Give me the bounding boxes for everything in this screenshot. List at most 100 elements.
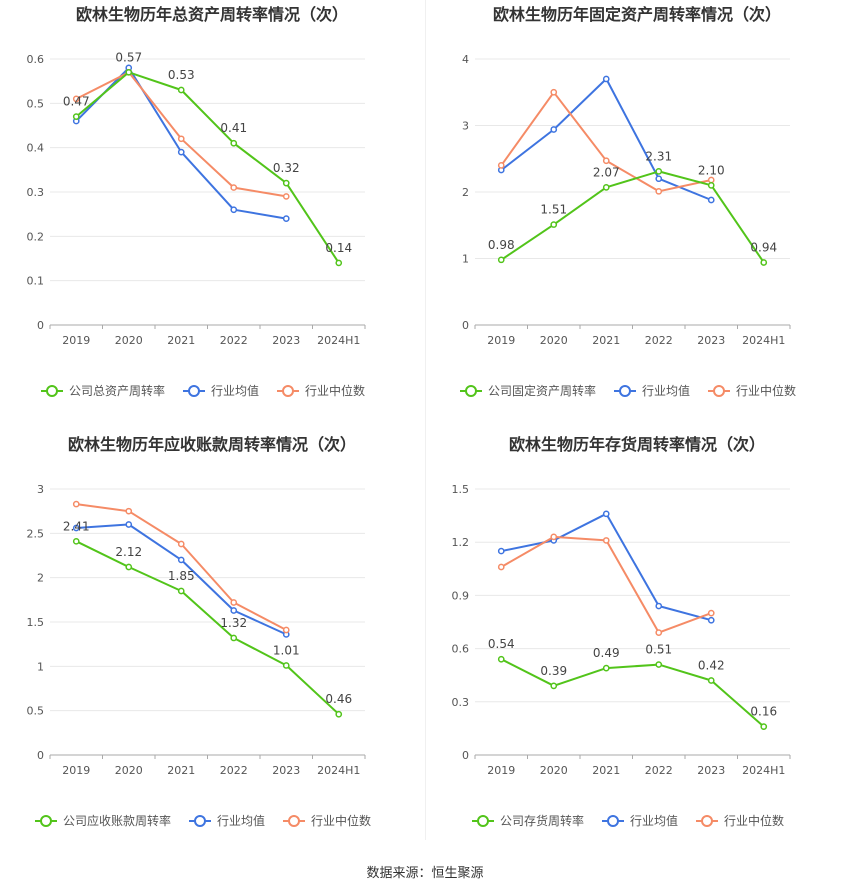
x-tick-label: 2024H1 xyxy=(742,764,785,777)
legend-label: 公司固定资产周转率 xyxy=(488,383,596,398)
y-tick-label: 3 xyxy=(37,483,44,496)
data-point-median xyxy=(602,537,610,544)
x-tick-label: 2024H1 xyxy=(317,334,360,347)
data-point-company xyxy=(282,662,290,669)
data-point-median xyxy=(550,533,558,541)
source-note: 数据来源：恒生聚源 xyxy=(366,866,484,881)
data-label: 1.51 xyxy=(540,203,567,217)
x-tick-label: 2021 xyxy=(592,334,620,347)
data-point-company xyxy=(602,664,610,672)
legend-label: 公司总资产周转率 xyxy=(69,383,165,398)
series-line-company xyxy=(500,170,765,264)
chart-receivables-turnover: 欧林生物历年应收账款周转率情况（次） 0 0.5 1 1.5 2 2.5 3 2019 2020 2… xyxy=(0,430,425,860)
legend-label: 行业中位数 xyxy=(736,383,796,398)
x-tick-label: 2020 xyxy=(540,334,568,347)
data-label: 1.01 xyxy=(273,643,300,657)
y-tick-label: 0.6 xyxy=(27,53,45,66)
data-point-median xyxy=(550,88,558,96)
y-tick-label: 1.2 xyxy=(452,536,470,549)
legend-marker xyxy=(288,815,300,827)
series-line-company xyxy=(75,540,340,715)
data-point-avg xyxy=(655,175,663,183)
legend-marker xyxy=(477,815,489,827)
data-point-company xyxy=(707,182,715,189)
y-tick-label: 0 xyxy=(37,319,44,332)
x-tick-label: 2020 xyxy=(115,334,143,347)
legend-label: 行业均值 xyxy=(217,813,265,828)
data-point-avg xyxy=(177,556,185,564)
legend-item-median: 行业中位数 xyxy=(283,813,371,828)
x-tick-label: 2021 xyxy=(167,334,195,347)
y-tick-label: 0.1 xyxy=(27,275,45,288)
data-point-company xyxy=(497,256,505,264)
data-label: 2.12 xyxy=(115,545,142,559)
data-label: 0.54 xyxy=(488,637,515,651)
data-point-company xyxy=(602,183,610,191)
data-label: 0.98 xyxy=(488,238,515,252)
data-point-avg xyxy=(602,75,610,83)
data-point-company xyxy=(497,655,505,663)
data-point-company xyxy=(230,634,238,642)
data-point-company xyxy=(72,113,80,120)
data-point-avg xyxy=(230,607,238,614)
legend-marker xyxy=(282,385,294,397)
legend-label: 公司存货周转率 xyxy=(500,813,584,828)
data-point-avg xyxy=(655,602,663,610)
legend-label: 行业中位数 xyxy=(305,383,365,398)
panel-divider xyxy=(425,0,426,840)
x-tick-label: 2021 xyxy=(167,764,195,777)
data-point-company xyxy=(707,677,715,684)
data-point-avg xyxy=(125,521,133,528)
series-line-median xyxy=(500,535,712,634)
legend-marker xyxy=(619,385,631,397)
data-point-company xyxy=(125,68,133,76)
data-label: 0.47 xyxy=(63,95,90,109)
data-point-median xyxy=(72,500,80,508)
chart-svg: 欧林生物历年总资产周转率情况（次） 0 0.1 0.2 0.3 0.4 0.5 0.6 2019… xyxy=(27,5,366,398)
legend-label: 行业均值 xyxy=(630,813,678,828)
legend-marker xyxy=(701,815,713,827)
legend-item-median: 行业中位数 xyxy=(696,813,784,828)
x-tick-label: 2019 xyxy=(487,764,515,777)
data-point-median xyxy=(282,193,290,200)
legend-label: 公司应收账款周转率 xyxy=(63,813,171,828)
data-label: 1.85 xyxy=(168,569,195,583)
chart-title: 欧林生物历年应收账款周转率情况（次） xyxy=(68,435,356,454)
data-point-median xyxy=(497,162,505,169)
x-tick-label: 2023 xyxy=(697,764,725,777)
data-point-avg xyxy=(177,148,185,156)
x-tick-label: 2022 xyxy=(645,764,673,777)
data-label: 0.53 xyxy=(168,68,195,82)
legend-item-company: 公司总资产周转率 xyxy=(41,383,165,398)
data-point-company xyxy=(760,259,768,266)
x-tick-label: 2023 xyxy=(272,334,300,347)
x-tick-label: 2020 xyxy=(115,764,143,777)
y-tick-label: 4 xyxy=(462,53,469,66)
y-tick-label: 0.4 xyxy=(27,142,45,155)
y-tick-label: 0 xyxy=(462,749,469,762)
data-label: 0.42 xyxy=(698,659,725,673)
series-line-company xyxy=(500,658,765,728)
data-label: 2.10 xyxy=(698,163,725,177)
legend-marker xyxy=(194,815,206,827)
data-point-median xyxy=(655,187,663,195)
x-tick-label: 2022 xyxy=(220,764,248,777)
data-point-avg xyxy=(497,547,505,555)
data-point-avg xyxy=(550,126,558,133)
legend-marker xyxy=(607,815,619,827)
data-label: 0.16 xyxy=(750,705,777,719)
data-label: 0.41 xyxy=(220,121,247,135)
data-point-company xyxy=(230,139,238,147)
legend-marker xyxy=(465,385,477,397)
y-tick-label: 0.5 xyxy=(27,705,45,718)
y-tick-label: 0 xyxy=(462,319,469,332)
data-point-company xyxy=(282,179,290,187)
data-point-median xyxy=(497,563,505,571)
data-label: 1.32 xyxy=(220,616,247,630)
chart-inventory-turnover: 欧林生物历年存货周转率情况（次） 0 0.3 0.6 0.9 1.2 1.5 2019 2020… xyxy=(425,430,850,860)
y-tick-label: 0.2 xyxy=(27,230,45,243)
data-point-avg xyxy=(707,196,715,204)
data-point-median xyxy=(177,540,185,548)
legend-marker xyxy=(713,385,725,397)
legend-item-median: 行业中位数 xyxy=(708,383,796,398)
